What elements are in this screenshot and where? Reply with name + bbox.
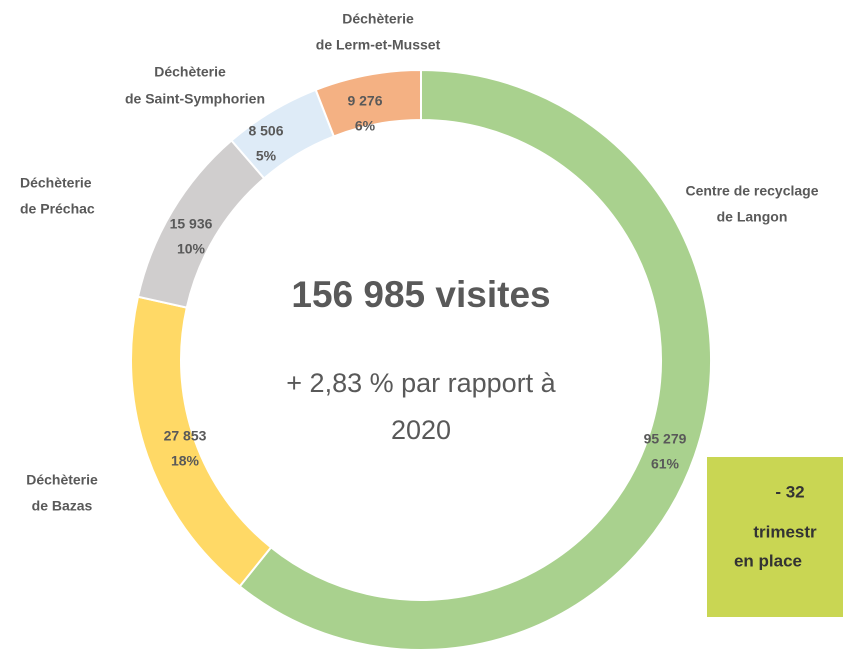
annotation-text: en place (734, 551, 802, 570)
center-title: 156 985 visites (291, 274, 550, 315)
percentage-label: 5% (256, 148, 277, 164)
category-label: Centre de recyclage (685, 183, 818, 199)
percentage-label: 6% (355, 118, 376, 134)
annotation-text: trimestr (753, 522, 817, 541)
value-label: 95 279 (644, 431, 687, 447)
category-label: de Saint-Symphorien (125, 91, 265, 107)
percentage-label: 10% (177, 241, 206, 257)
category-label: Déchèterie (154, 64, 226, 80)
annotation-box (707, 457, 843, 617)
value-label: 8 506 (248, 123, 283, 139)
value-label: 27 853 (164, 428, 207, 444)
donut-segment (238, 68, 712, 651)
center-subtitle: + 2,83 % par rapport à (286, 368, 556, 398)
category-label: de Langon (717, 209, 788, 225)
category-label: de Préchac (20, 201, 95, 217)
value-label: 9 276 (347, 93, 382, 109)
donut-segment (314, 68, 422, 138)
center-subtitle: 2020 (391, 415, 451, 445)
category-label: de Bazas (32, 498, 93, 514)
value-label: 15 936 (170, 216, 213, 232)
annotation-text: - 32 (775, 482, 804, 501)
category-label: Déchèterie (26, 472, 98, 488)
category-label: de Lerm-et-Musset (316, 37, 441, 53)
category-label: Déchèterie (342, 11, 414, 27)
percentage-label: 61% (651, 456, 680, 472)
percentage-label: 18% (171, 453, 200, 469)
category-label: Déchèterie (20, 175, 92, 191)
